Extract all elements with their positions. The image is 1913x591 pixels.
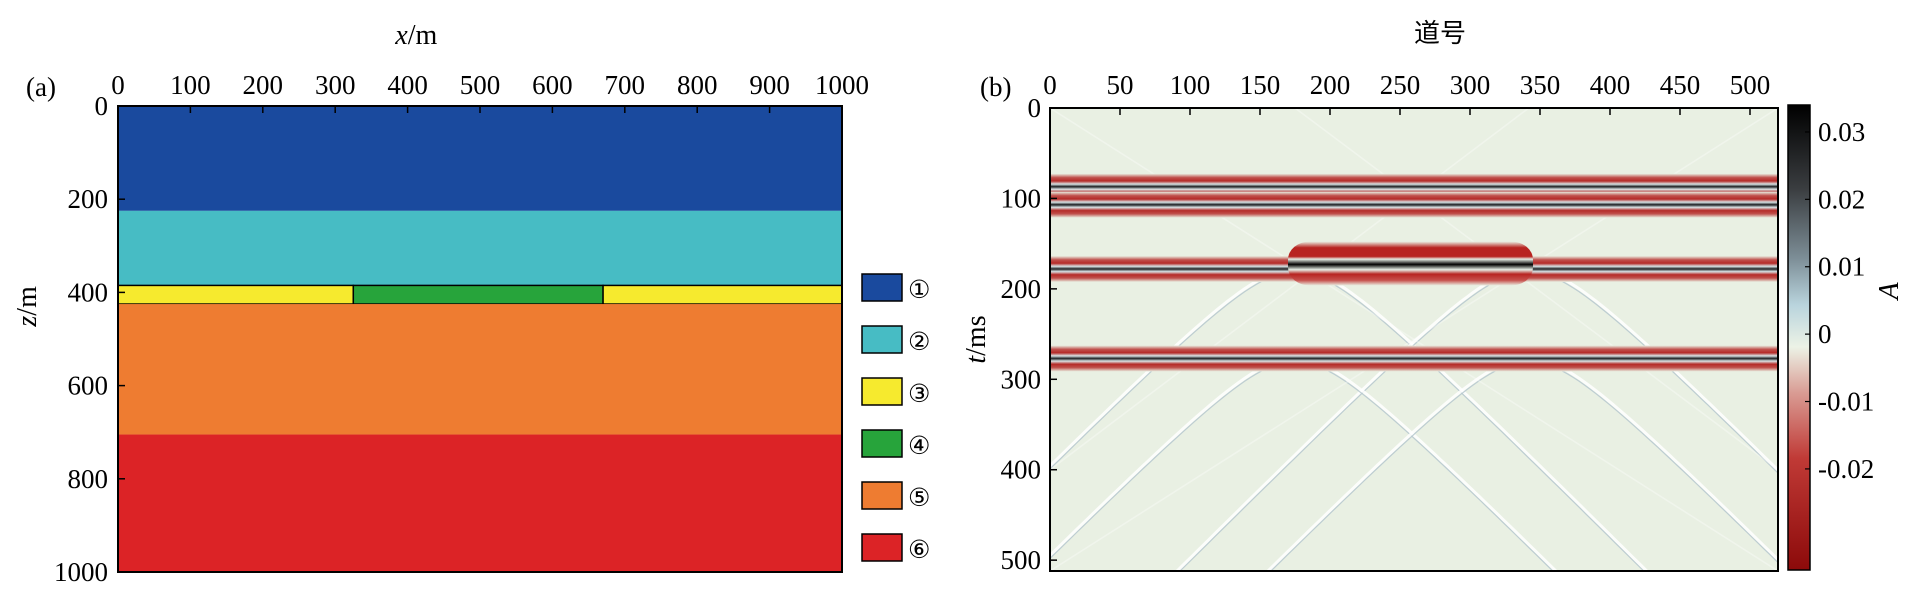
y-tick-label: 500 bbox=[1001, 545, 1042, 575]
x-tick-label: 400 bbox=[1590, 70, 1631, 100]
panel-a-y-axis-label: z/m bbox=[12, 286, 43, 328]
colorbar-scale bbox=[1787, 104, 1811, 571]
flat-reflection bbox=[1050, 345, 1778, 372]
raised-reflection bbox=[1288, 241, 1533, 286]
diffraction-limb bbox=[1294, 271, 1645, 571]
y-tick-label: 0 bbox=[1028, 93, 1042, 123]
x-tick-label: 250 bbox=[1380, 70, 1421, 100]
model-layer bbox=[118, 106, 842, 211]
diffraction-limb bbox=[1294, 360, 1554, 571]
colorbar-tick-label: 0.03 bbox=[1818, 117, 1865, 147]
legend-swatch bbox=[861, 429, 903, 458]
panel-a-x-axis-label: x/m bbox=[394, 20, 437, 51]
panel-b-frame bbox=[1049, 107, 1779, 572]
y-tick-label: 200 bbox=[68, 184, 109, 214]
panel-a-x-ticks: 0 100 200 300 400 500 600 700 800 900 1000 bbox=[111, 70, 869, 113]
x-tick-label: 400 bbox=[387, 70, 428, 100]
x-tick-label: 100 bbox=[1170, 70, 1211, 100]
diffraction-limb-white bbox=[1294, 357, 1558, 571]
x-tick-label: 900 bbox=[749, 70, 790, 100]
model-layer bbox=[602, 284, 843, 305]
colorbar: 0.03 0.02 0.01 0 -0.01 -0.02 A bbox=[1787, 104, 1905, 571]
diffraction-limb-white bbox=[1528, 357, 1778, 562]
panel-b-y-axis-label: t/ms bbox=[961, 315, 992, 363]
x-tick-label: 600 bbox=[532, 70, 573, 100]
diffraction-limb bbox=[1050, 360, 1296, 560]
diffraction-limb-white bbox=[1294, 267, 1649, 571]
x-tick-label: 200 bbox=[243, 70, 284, 100]
diffraction-limb bbox=[1270, 360, 1529, 571]
x-tick-label: 500 bbox=[460, 70, 501, 100]
diffraction-limb bbox=[1179, 271, 1529, 571]
model-layer bbox=[118, 304, 842, 435]
x-tick-label: 700 bbox=[605, 70, 646, 100]
y-tick-label: 200 bbox=[1001, 274, 1042, 304]
legend-label: ⑥ bbox=[908, 535, 930, 564]
colorbar-ticks: 0.03 0.02 0.01 0 -0.01 -0.02 bbox=[1805, 117, 1874, 484]
seismic-section bbox=[1050, 108, 1778, 571]
x-tick-label: 500 bbox=[1730, 70, 1771, 100]
x-tick-label: 0 bbox=[1043, 70, 1057, 100]
x-tick-label: 100 bbox=[170, 70, 211, 100]
colorbar-tick-label: -0.01 bbox=[1818, 387, 1874, 417]
diffraction-limb bbox=[1528, 360, 1778, 564]
panel-b-label: (b) bbox=[980, 72, 1011, 102]
legend-swatch bbox=[861, 533, 903, 562]
diffraction-limb-white bbox=[1050, 357, 1296, 558]
colorbar-label: A bbox=[1874, 282, 1905, 302]
legend: ① ② ③ ④ ⑤ ⑥ bbox=[861, 273, 930, 564]
panel-b: 0 50 100 150 200 250 300 350 400 450 500 0 100 200 30… bbox=[961, 19, 1905, 575]
x-tick-label: 50 bbox=[1107, 70, 1134, 100]
legend-label: ③ bbox=[908, 379, 930, 408]
y-tick-label: 400 bbox=[1001, 455, 1042, 485]
panel-b-title: 道号 bbox=[1414, 19, 1466, 49]
y-tick-label: 400 bbox=[68, 277, 109, 307]
panel-b-y-ticks: 0 100 200 300 400 500 bbox=[1001, 93, 1057, 575]
legend-label: ② bbox=[908, 327, 930, 356]
model-layer bbox=[117, 284, 355, 305]
model-layer bbox=[352, 284, 604, 305]
legend-swatch bbox=[861, 273, 903, 302]
x-tick-label: 800 bbox=[677, 70, 718, 100]
x-tick-label: 0 bbox=[111, 70, 125, 100]
panel-a: 0 100 200 300 400 500 600 700 800 900 1000 0 200 400… bbox=[12, 20, 930, 587]
y-tick-label: 100 bbox=[1001, 183, 1042, 213]
legend-swatch bbox=[861, 325, 903, 354]
x-tick-label: 150 bbox=[1240, 70, 1281, 100]
panel-a-label: (a) bbox=[26, 72, 56, 102]
legend-label: ⑤ bbox=[908, 483, 930, 512]
x-tick-label: 200 bbox=[1310, 70, 1351, 100]
x-tick-label: 1000 bbox=[815, 70, 869, 100]
legend-swatch bbox=[861, 377, 903, 406]
y-tick-label: 0 bbox=[95, 91, 109, 121]
y-tick-label: 600 bbox=[68, 371, 109, 401]
colorbar-tick-label: 0 bbox=[1818, 319, 1832, 349]
flat-reflection bbox=[1050, 191, 1778, 218]
x-tick-label: 300 bbox=[315, 70, 356, 100]
model-layer bbox=[118, 434, 842, 572]
legend-label: ① bbox=[908, 275, 930, 304]
colorbar-tick-label: 0.02 bbox=[1818, 184, 1865, 214]
reflection-events bbox=[1050, 173, 1778, 372]
y-tick-label: 800 bbox=[68, 464, 109, 494]
model-regions bbox=[117, 106, 843, 572]
diffraction-limb-white bbox=[1265, 357, 1529, 571]
faint-event bbox=[1294, 108, 1778, 471]
faint-event bbox=[1050, 108, 1530, 471]
colorbar-tick-label: 0.01 bbox=[1818, 252, 1865, 282]
diffraction-limb-white bbox=[1174, 267, 1529, 571]
legend-swatch bbox=[861, 481, 903, 510]
legend-label: ④ bbox=[908, 431, 930, 460]
x-tick-label: 350 bbox=[1520, 70, 1561, 100]
y-tick-label: 300 bbox=[1001, 364, 1042, 394]
panel-a-y-ticks: 0 200 400 600 800 1000 bbox=[54, 91, 125, 587]
panel-b-x-ticks: 0 50 100 150 200 250 300 350 400 450 500 bbox=[1043, 70, 1770, 115]
y-tick-label: 1000 bbox=[54, 557, 108, 587]
model-layer bbox=[118, 210, 842, 286]
colorbar-tick-label: -0.02 bbox=[1818, 454, 1874, 484]
x-tick-label: 450 bbox=[1660, 70, 1701, 100]
x-tick-label: 300 bbox=[1450, 70, 1491, 100]
